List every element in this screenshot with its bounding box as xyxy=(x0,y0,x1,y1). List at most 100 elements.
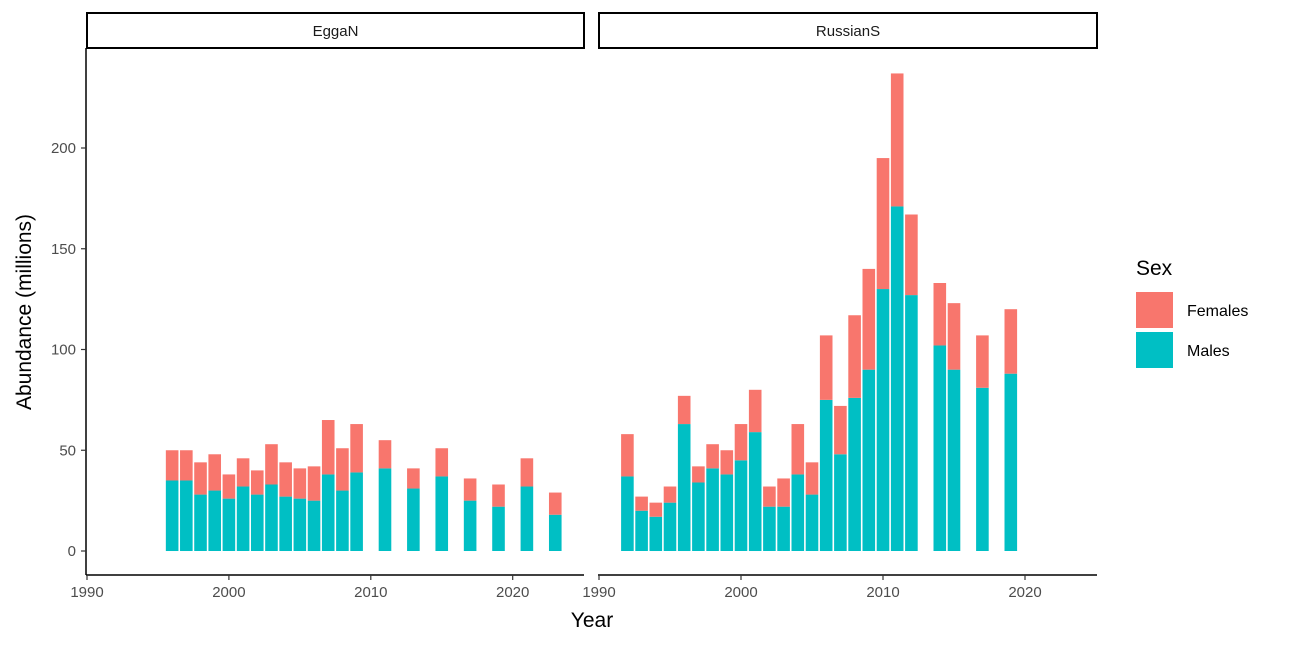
bar-males-eggan-2004 xyxy=(279,496,292,552)
x-tick-label: 2010 xyxy=(354,584,387,601)
bar-males-russians-1998 xyxy=(706,468,719,551)
bar-females-eggan-2011 xyxy=(378,440,392,469)
bar-males-eggan-2001 xyxy=(236,486,250,551)
bar-males-russians-1995 xyxy=(663,502,677,551)
x-tick-label: 2000 xyxy=(724,584,757,601)
bar-females-eggan-2019 xyxy=(492,484,505,507)
bar-females-russians-2000 xyxy=(734,424,748,461)
bar-males-russians-2015 xyxy=(947,369,961,551)
y-tick-label: 200 xyxy=(51,140,76,157)
legend-swatch-females xyxy=(1136,292,1173,328)
bar-females-eggan-1999 xyxy=(208,454,222,491)
bar-males-russians-2004 xyxy=(791,474,805,551)
bar-females-russians-1997 xyxy=(692,466,705,483)
y-tick-label: 150 xyxy=(51,241,76,258)
legend-label-females: Females xyxy=(1187,303,1248,320)
x-tick-label: 2020 xyxy=(496,584,529,601)
bar-males-russians-2002 xyxy=(763,506,776,551)
bar-males-russians-2014 xyxy=(933,345,947,551)
x-tick-label: 2020 xyxy=(1008,584,1041,601)
bar-males-russians-1997 xyxy=(692,482,705,551)
bar-females-eggan-1998 xyxy=(194,462,207,495)
bar-females-russians-2011 xyxy=(890,73,904,207)
bar-females-russians-2014 xyxy=(933,283,947,346)
bar-females-russians-2005 xyxy=(805,462,819,495)
bar-females-eggan-2004 xyxy=(279,462,292,497)
bar-females-eggan-2002 xyxy=(250,470,264,495)
bar-males-eggan-2009 xyxy=(350,472,363,551)
bar-males-eggan-2017 xyxy=(463,500,477,552)
panel-russian-s: RussianS 1990 2000 2010 2020 xyxy=(582,12,1098,601)
bar-males-eggan-2005 xyxy=(293,498,307,551)
bar-females-russians-2007 xyxy=(834,405,847,455)
bar-males-russians-2008 xyxy=(848,397,861,551)
bar-males-russians-2012 xyxy=(905,295,918,551)
bar-males-eggan-2021 xyxy=(520,486,534,551)
bar-females-eggan-1996 xyxy=(165,450,179,481)
bar-females-russians-2006 xyxy=(819,335,833,400)
x-tick-label: 2000 xyxy=(212,584,245,601)
bars-egga-n xyxy=(165,420,562,552)
bar-males-russians-1993 xyxy=(635,510,648,551)
bar-males-russians-1994 xyxy=(649,516,663,552)
bar-females-russians-1993 xyxy=(635,496,648,511)
bar-males-eggan-2000 xyxy=(222,498,236,551)
strip-label-russian-s: RussianS xyxy=(816,23,880,40)
bar-males-eggan-1997 xyxy=(180,480,193,552)
bar-males-russians-2009 xyxy=(862,369,876,551)
strip-label-egga-n: EggaN xyxy=(313,23,359,40)
strip-russian-s xyxy=(598,12,1098,49)
bar-females-russians-1998 xyxy=(706,444,719,469)
bar-females-eggan-2005 xyxy=(293,468,307,499)
bar-males-russians-2011 xyxy=(890,206,904,551)
bar-females-russians-1992 xyxy=(621,434,634,477)
bar-females-eggan-2015 xyxy=(435,448,449,477)
bar-males-eggan-1998 xyxy=(194,494,207,551)
bar-females-russians-2001 xyxy=(748,389,762,433)
x-tick-label: 2010 xyxy=(866,584,899,601)
x-tick-label: 1990 xyxy=(582,584,615,601)
bar-males-eggan-2019 xyxy=(492,506,505,551)
bar-females-eggan-2017 xyxy=(463,478,477,501)
bar-males-eggan-1996 xyxy=(165,480,179,552)
bars-russian-s xyxy=(621,73,1018,552)
panel-egga-n: EggaN 1990 2000 2010 2020 xyxy=(70,12,585,601)
bar-females-russians-2010 xyxy=(876,158,890,290)
bar-males-russians-1999 xyxy=(720,474,734,551)
bar-females-eggan-2007 xyxy=(321,420,335,475)
bar-males-eggan-2023 xyxy=(548,514,562,551)
bar-females-russians-2002 xyxy=(763,486,776,507)
bar-males-eggan-1999 xyxy=(208,490,222,551)
bar-females-eggan-2008 xyxy=(336,448,349,491)
bar-males-russians-2005 xyxy=(805,494,819,551)
bar-females-eggan-2006 xyxy=(307,466,321,501)
bar-females-eggan-2009 xyxy=(350,424,363,473)
bar-females-russians-1996 xyxy=(677,395,691,425)
bar-males-russians-1992 xyxy=(621,476,634,551)
bar-females-russians-2012 xyxy=(905,214,918,296)
y-tick-label: 50 xyxy=(59,442,76,459)
bar-males-eggan-2007 xyxy=(321,474,335,551)
y-tick-label: 0 xyxy=(68,543,76,560)
bar-females-eggan-2003 xyxy=(265,444,278,485)
bar-males-russians-2001 xyxy=(748,432,762,552)
bar-females-russians-2015 xyxy=(947,303,961,370)
bar-females-eggan-2021 xyxy=(520,458,534,487)
bar-females-russians-2004 xyxy=(791,424,805,475)
bar-males-eggan-2003 xyxy=(265,484,278,551)
bar-males-russians-2019 xyxy=(1004,373,1018,551)
bar-females-russians-1994 xyxy=(649,502,663,517)
bar-females-russians-2008 xyxy=(848,315,861,398)
bar-females-russians-1999 xyxy=(720,450,734,475)
legend-label-males: Males xyxy=(1187,343,1230,360)
x-tick-label: 1990 xyxy=(70,584,103,601)
bar-females-russians-2003 xyxy=(777,478,790,507)
x-ticks-russian-s: 1990 2000 2010 2020 xyxy=(582,575,1042,601)
bar-males-russians-2006 xyxy=(819,399,833,552)
bar-males-russians-2007 xyxy=(834,454,847,551)
legend: Sex Females Males xyxy=(1136,257,1248,368)
strip-egga-n xyxy=(86,12,585,49)
bar-males-eggan-2013 xyxy=(407,488,420,551)
bar-males-eggan-2008 xyxy=(336,490,349,551)
